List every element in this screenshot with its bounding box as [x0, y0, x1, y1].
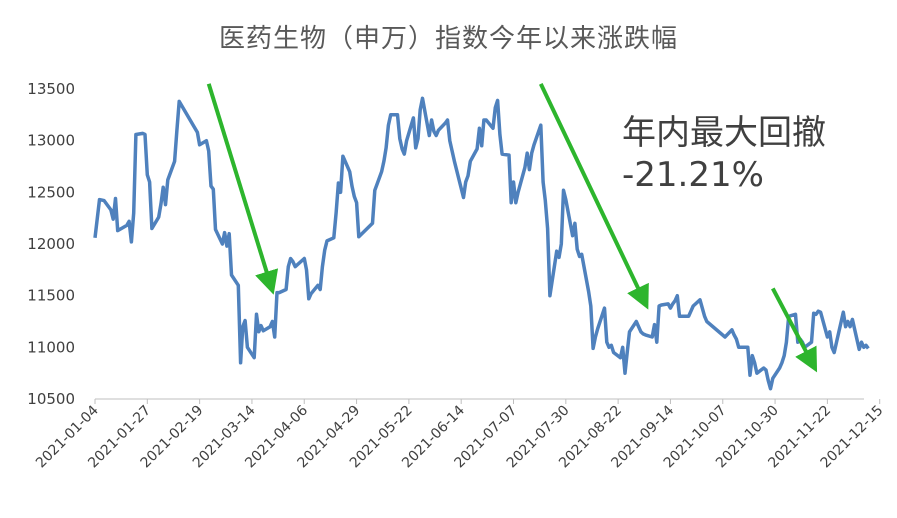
drawdown-annotation: 年内最大回撤 -21.21%	[622, 112, 826, 196]
y-tick-label: 11500	[27, 287, 75, 305]
series-line	[93, 96, 870, 391]
drawdown-label: 年内最大回撤	[622, 113, 826, 153]
y-tick-label: 13500	[27, 80, 75, 98]
drawdown-value: -21.21%	[622, 155, 764, 195]
chart-title: 医药生物（申万）指数今年以来涨跌幅	[218, 24, 678, 54]
y-tick-label: 12500	[27, 183, 75, 201]
drawdown-arrow	[538, 82, 649, 310]
y-tick-label: 11000	[27, 338, 75, 356]
y-tick-label: 12000	[27, 235, 75, 253]
drawdown-arrow	[206, 83, 279, 295]
y-tick-label: 10500	[27, 390, 75, 408]
y-tick-label: 13000	[27, 132, 75, 150]
drawdown-arrow	[771, 287, 818, 373]
